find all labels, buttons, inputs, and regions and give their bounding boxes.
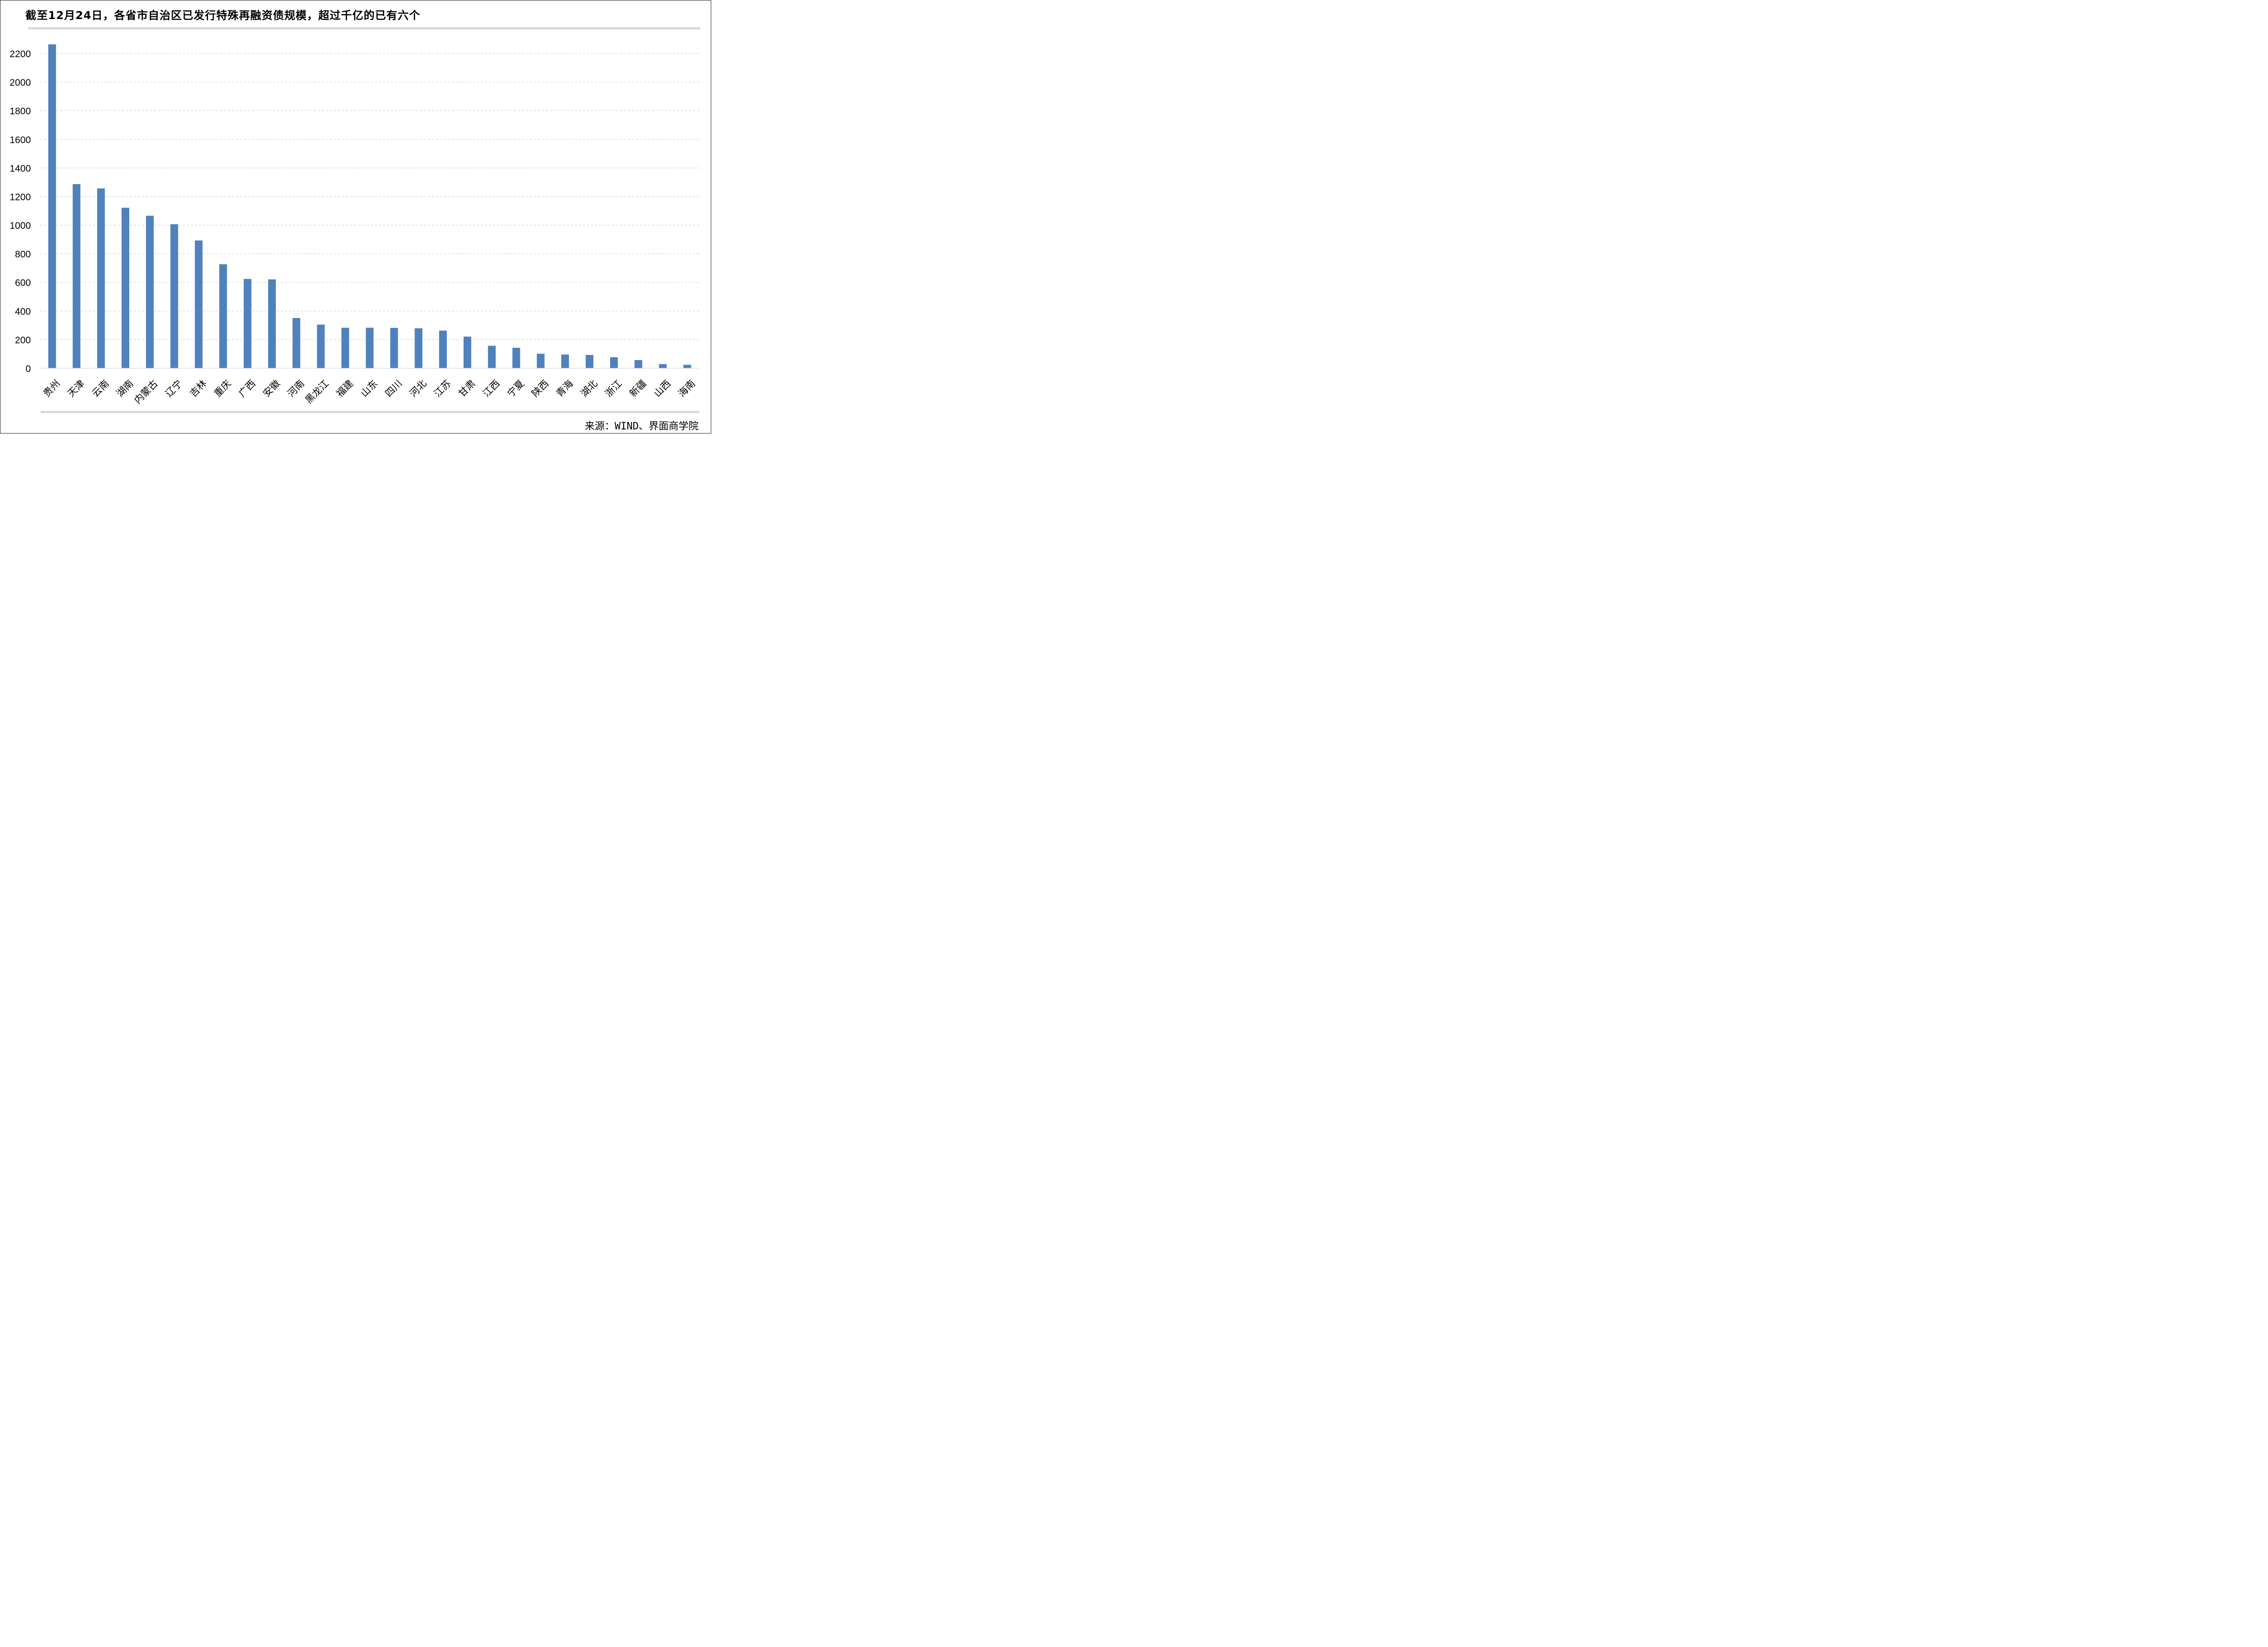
x-tick-label: 陕西 <box>530 378 551 399</box>
x-tick-label: 黑龙江 <box>303 378 331 406</box>
x-tick-label: 福建 <box>334 378 356 399</box>
x-tick-label: 内蒙古 <box>132 378 160 406</box>
x-tick-label: 新疆 <box>627 378 649 399</box>
y-tick-label: 1400 <box>10 163 31 174</box>
bar-26 <box>683 365 691 368</box>
x-tick-label: 宁夏 <box>505 378 527 399</box>
x-tick-label: 吉林 <box>188 378 209 399</box>
x-tick-label: 江西 <box>481 378 502 399</box>
y-tick-label: 1800 <box>10 106 31 117</box>
bar-7 <box>219 264 227 368</box>
x-tick-label: 浙江 <box>603 378 624 399</box>
x-tick-label: 河南 <box>285 378 307 399</box>
x-tick-label: 云南 <box>90 378 111 399</box>
bars <box>48 44 691 368</box>
bar-5 <box>170 224 178 368</box>
bar-22 <box>586 355 594 368</box>
y-tick-label: 1200 <box>10 192 31 202</box>
y-tick-label: 200 <box>15 335 31 346</box>
x-tick-label: 天津 <box>65 378 87 399</box>
footer-divider <box>41 411 699 413</box>
bar-10 <box>292 318 300 368</box>
bar-20 <box>537 354 545 368</box>
bar-9 <box>268 279 276 368</box>
y-axis-ticks: 0 200 400 600 800 1000 1200 1400 1600 1800 2000 220… <box>10 49 31 374</box>
y-tick-label: 0 <box>25 364 31 374</box>
y-tick-label: 2000 <box>10 78 31 88</box>
source-note: 来源：WIND、界面商学院 <box>585 421 699 432</box>
bar-3 <box>121 208 129 368</box>
y-tick-label: 600 <box>15 278 31 288</box>
x-tick-label: 山东 <box>359 378 380 399</box>
bar-0 <box>48 44 56 368</box>
bar-23 <box>610 357 618 368</box>
x-tick-label: 海南 <box>676 378 698 399</box>
x-tick-label: 江苏 <box>432 378 453 399</box>
bar-4 <box>146 215 154 368</box>
y-tick-label: 1600 <box>10 135 31 145</box>
bar-1 <box>73 184 81 368</box>
bar-13 <box>366 327 374 368</box>
bar-8 <box>244 279 252 368</box>
bar-12 <box>341 327 349 368</box>
x-tick-label: 湖南 <box>114 378 136 399</box>
bar-16 <box>439 331 447 368</box>
bar-14 <box>390 328 398 368</box>
y-tick-label: 2200 <box>10 49 31 59</box>
x-tick-label: 河北 <box>407 378 429 399</box>
bar-18 <box>488 346 496 368</box>
y-tick-label: 400 <box>15 307 31 317</box>
bar-21 <box>561 354 569 368</box>
x-tick-label: 湖北 <box>578 378 600 399</box>
x-tick-label: 贵州 <box>41 378 63 399</box>
bar-19 <box>512 347 520 368</box>
x-tick-label: 四川 <box>383 378 404 399</box>
y-tick-label: 800 <box>15 249 31 260</box>
x-tick-label: 青海 <box>554 378 575 399</box>
x-tick-label: 重庆 <box>212 378 234 399</box>
x-tick-label: 安徽 <box>261 378 282 399</box>
bar-15 <box>415 328 423 368</box>
x-tick-label: 广西 <box>236 378 258 399</box>
bar-2 <box>97 188 105 368</box>
chart-title: 截至12月24日，各省市自治区已发行特殊再融资债规模，超过千亿的已有六个 <box>25 9 420 22</box>
bar-11 <box>317 324 325 368</box>
bar-17 <box>463 336 471 368</box>
bar-25 <box>659 364 667 368</box>
bar-6 <box>195 240 203 368</box>
title-divider <box>28 27 700 29</box>
x-tick-label: 辽宁 <box>163 378 185 399</box>
gridlines <box>40 53 699 340</box>
y-tick-label: 1000 <box>10 221 31 231</box>
bar-24 <box>634 360 642 368</box>
x-tick-label: 甘肃 <box>456 378 478 399</box>
bar-chart: 0 200 400 600 800 1000 1200 1400 1600 1800 2000 220… <box>10 44 699 406</box>
x-tick-label: 山西 <box>652 378 673 399</box>
chart-frame <box>0 0 711 434</box>
